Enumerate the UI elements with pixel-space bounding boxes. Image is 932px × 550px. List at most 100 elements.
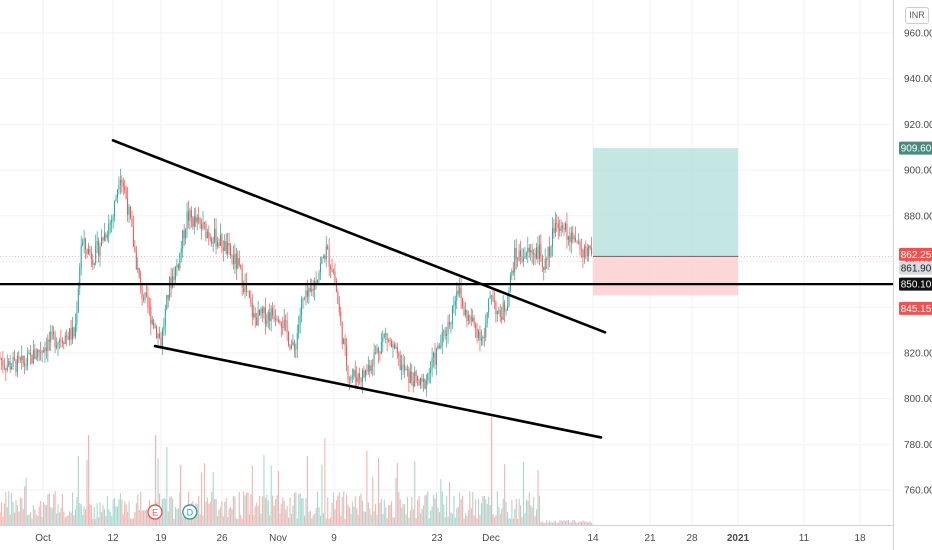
volume-bar	[362, 500, 364, 525]
volume-bar	[508, 518, 510, 525]
candle-body	[408, 368, 410, 384]
volume-bar	[18, 511, 20, 525]
volume-bar	[286, 505, 288, 525]
volume-bar	[454, 517, 456, 525]
candle-body	[563, 227, 565, 230]
wedge-lower-trendline[interactable]	[153, 344, 603, 439]
volume-bar	[222, 516, 224, 525]
volume-bar	[492, 514, 494, 525]
candle-body	[315, 281, 317, 285]
volume-bar	[201, 472, 203, 525]
candle-body	[286, 320, 288, 333]
candle-body	[562, 225, 564, 228]
volume-bar	[507, 511, 509, 525]
candle-body	[589, 245, 591, 249]
candle-body	[305, 290, 307, 298]
candle-body	[453, 305, 455, 307]
volume-bar	[172, 498, 174, 525]
volume-bar	[543, 522, 545, 525]
candle-body	[16, 356, 18, 372]
candle-body	[237, 257, 239, 269]
volume-bar	[279, 513, 281, 525]
volume-bar	[40, 501, 42, 525]
candle-body	[63, 342, 65, 344]
candle-body	[266, 319, 268, 325]
candle-body	[580, 248, 582, 250]
volume-bar	[95, 518, 97, 525]
candle-body	[198, 217, 200, 220]
candle-body	[51, 331, 53, 333]
candle-body	[317, 279, 319, 285]
candle-body	[488, 298, 490, 313]
candle-body	[557, 223, 559, 229]
candle-body	[159, 333, 160, 338]
volume-bar	[406, 496, 409, 525]
volume-bar	[77, 455, 79, 525]
event-marker-e[interactable]: E	[147, 504, 163, 520]
candle-body	[402, 364, 404, 366]
volume-bar	[212, 472, 214, 525]
candle-body	[72, 327, 73, 340]
volume-bar	[370, 514, 372, 525]
candle-body	[214, 228, 216, 243]
candle-body	[469, 315, 471, 317]
event-marker-d[interactable]: D	[182, 504, 198, 520]
candle-body	[324, 256, 326, 260]
volume-bar	[85, 509, 87, 525]
candle-body	[459, 287, 461, 294]
wedge-upper-trendline[interactable]	[111, 139, 607, 334]
volume-bar	[143, 510, 145, 525]
volume-bar	[270, 465, 272, 525]
volume-bar	[43, 502, 45, 525]
candle-body	[350, 377, 352, 380]
candle-body	[8, 361, 10, 366]
volume-bar	[420, 513, 422, 525]
candle-body	[427, 373, 429, 381]
candle-body	[108, 224, 110, 236]
y-tick-label: 820.00	[904, 348, 932, 359]
volume-bar	[121, 499, 123, 525]
volume-bar	[478, 499, 480, 525]
volume-bar	[582, 520, 584, 525]
candle-body	[219, 234, 221, 246]
candle-body	[373, 352, 375, 366]
volume-bar	[377, 457, 380, 525]
candle-body	[344, 338, 346, 346]
volume-bar	[230, 507, 232, 525]
volume-bar	[351, 501, 353, 525]
volume-bar	[499, 514, 501, 525]
volume-bar	[225, 498, 227, 525]
volume-bar	[479, 514, 481, 525]
volume-bar	[515, 498, 517, 525]
volume-bar	[69, 511, 71, 525]
candle-body	[269, 312, 271, 322]
volume-bar	[524, 512, 526, 525]
volume-bar	[196, 503, 198, 525]
volume-bar	[544, 522, 546, 525]
x-tick-label: Dec	[482, 533, 500, 544]
volume-bar	[83, 506, 85, 525]
volume-bar	[295, 491, 297, 525]
candle-body	[482, 336, 484, 339]
candle-body	[44, 347, 46, 353]
volume-bar	[243, 491, 245, 525]
volume-bar	[527, 500, 529, 525]
volume-bar	[79, 503, 81, 525]
candle-body	[257, 310, 259, 326]
position-stop-zone[interactable]	[593, 256, 738, 296]
volume-bar	[241, 518, 243, 525]
candle-body	[174, 267, 176, 280]
candle-body	[112, 216, 114, 220]
volume-bar	[534, 516, 536, 525]
currency-badge[interactable]: INR	[905, 7, 929, 24]
candle-body	[147, 295, 149, 307]
candle-body	[420, 377, 421, 385]
candle-body	[230, 245, 232, 257]
volume-bar	[589, 521, 591, 525]
candle-body	[431, 357, 433, 369]
position-target-zone[interactable]	[593, 148, 738, 257]
volume-bar	[167, 511, 169, 525]
candle-body	[388, 340, 390, 341]
candle-body	[188, 211, 189, 221]
